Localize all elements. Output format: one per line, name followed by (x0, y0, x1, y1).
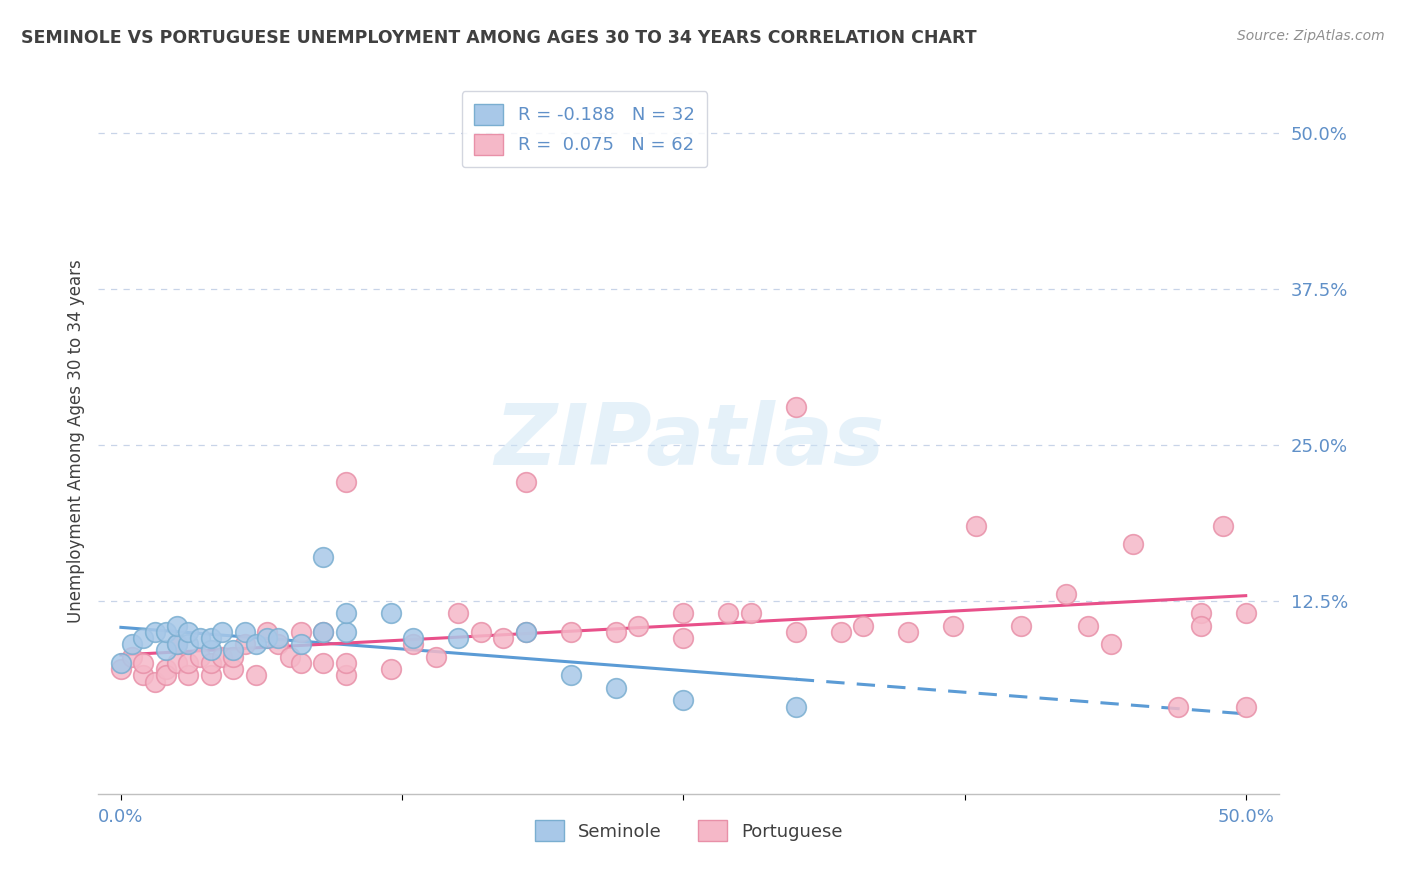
Point (155, 668, 177, 682)
Point (1167, 699, 1189, 714)
Point (672, 631, 695, 645)
Point (515, 475, 537, 489)
Point (166, 637, 188, 651)
Point (785, 401, 807, 415)
Point (1234, 699, 1257, 714)
Point (515, 624, 537, 639)
Point (1099, 637, 1122, 651)
Point (965, 518, 987, 533)
Point (155, 643, 177, 657)
Point (143, 674, 166, 689)
Point (312, 624, 335, 639)
Point (380, 662, 402, 676)
Point (132, 631, 155, 645)
Point (188, 631, 211, 645)
Point (335, 606, 357, 620)
Point (830, 624, 852, 639)
Point (200, 631, 222, 645)
Text: Source: ZipAtlas.com: Source: ZipAtlas.com (1237, 29, 1385, 44)
Point (312, 656, 335, 670)
Legend: Seminole, Portuguese: Seminole, Portuguese (527, 813, 851, 848)
Point (942, 618, 965, 632)
Point (605, 681, 627, 695)
Point (177, 668, 200, 682)
Point (402, 631, 425, 645)
Point (233, 637, 256, 651)
Point (335, 475, 357, 489)
Point (166, 656, 188, 670)
Point (1234, 606, 1257, 620)
Point (121, 637, 143, 651)
Point (380, 606, 402, 620)
Point (560, 624, 582, 639)
Point (177, 624, 200, 639)
Point (785, 699, 807, 714)
Point (470, 624, 492, 639)
Point (1054, 587, 1077, 601)
Point (672, 606, 695, 620)
Point (605, 624, 627, 639)
Point (852, 618, 875, 632)
Point (121, 649, 143, 664)
Point (267, 637, 290, 651)
Point (222, 662, 245, 676)
Point (245, 637, 267, 651)
Text: ZIPatlas: ZIPatlas (494, 400, 884, 483)
Point (211, 624, 233, 639)
Point (335, 656, 357, 670)
Point (717, 606, 740, 620)
Point (200, 643, 222, 657)
Point (155, 662, 177, 676)
Point (177, 637, 200, 651)
Point (1010, 618, 1032, 632)
Point (402, 637, 425, 651)
Point (335, 624, 357, 639)
Point (188, 649, 211, 664)
Point (177, 656, 200, 670)
Text: SEMINOLE VS PORTUGUESE UNEMPLOYMENT AMONG AGES 30 TO 34 YEARS CORRELATION CHART: SEMINOLE VS PORTUGUESE UNEMPLOYMENT AMON… (21, 29, 977, 47)
Point (278, 649, 301, 664)
Point (312, 549, 335, 564)
Point (110, 662, 132, 676)
Point (222, 649, 245, 664)
Point (211, 649, 233, 664)
Point (1189, 618, 1212, 632)
Point (1122, 537, 1144, 551)
Point (132, 656, 155, 670)
Point (166, 637, 188, 651)
Point (200, 668, 222, 682)
Point (447, 606, 470, 620)
Point (256, 631, 278, 645)
Point (1189, 606, 1212, 620)
Point (672, 693, 695, 707)
Point (312, 624, 335, 639)
Point (785, 624, 807, 639)
Point (143, 624, 166, 639)
Point (155, 624, 177, 639)
Point (233, 624, 256, 639)
Point (290, 637, 312, 651)
Point (897, 624, 920, 639)
Point (335, 668, 357, 682)
Point (492, 631, 515, 645)
Point (515, 624, 537, 639)
Point (627, 618, 650, 632)
Point (222, 643, 245, 657)
Y-axis label: Unemployment Among Ages 30 to 34 years: Unemployment Among Ages 30 to 34 years (66, 260, 84, 624)
Point (425, 649, 447, 664)
Point (290, 656, 312, 670)
Point (1077, 618, 1099, 632)
Point (200, 656, 222, 670)
Point (290, 624, 312, 639)
Point (110, 656, 132, 670)
Point (267, 631, 290, 645)
Point (256, 624, 278, 639)
Point (245, 668, 267, 682)
Point (132, 668, 155, 682)
Point (1212, 518, 1234, 533)
Point (447, 631, 470, 645)
Point (560, 668, 582, 682)
Point (740, 606, 762, 620)
Point (166, 618, 188, 632)
